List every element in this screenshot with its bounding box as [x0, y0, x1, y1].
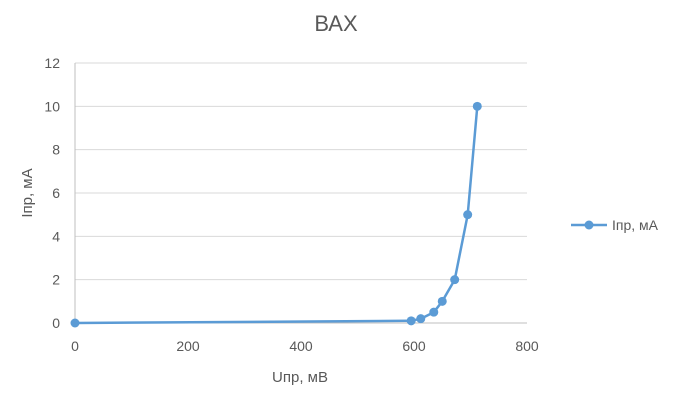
- series-group: [70, 101, 482, 328]
- y-tick-label: 6: [52, 185, 60, 201]
- data-point[interactable]: [450, 275, 460, 285]
- legend[interactable]: Iпр, мА: [571, 217, 659, 233]
- y-tick-labels: 0 2 4 6 8 10 12: [44, 55, 60, 331]
- y-tick-label: 2: [52, 272, 60, 288]
- x-tick-label: 0: [71, 338, 79, 354]
- data-point[interactable]: [463, 210, 473, 220]
- data-point[interactable]: [416, 314, 426, 324]
- data-point[interactable]: [70, 318, 80, 328]
- x-axis-title: Uпр, мВ: [272, 369, 328, 386]
- x-tick-label: 800: [515, 338, 539, 354]
- x-tick-label: 600: [402, 338, 426, 354]
- x-tick-label: 400: [289, 338, 313, 354]
- data-point[interactable]: [429, 307, 439, 317]
- gridlines: [75, 62, 527, 281]
- y-tick-label: 12: [44, 55, 60, 71]
- y-tick-label: 10: [44, 98, 60, 114]
- x-tick-label: 200: [176, 338, 200, 354]
- data-point[interactable]: [406, 316, 416, 326]
- y-axis-title: Iпр, мА: [19, 168, 36, 217]
- data-point[interactable]: [472, 101, 482, 111]
- legend-label: Iпр, мА: [612, 217, 659, 233]
- legend-dot-marker: [584, 220, 594, 230]
- x-tick-labels: 0 200 400 600 800: [71, 338, 539, 354]
- series-line: [74, 106, 479, 325]
- y-tick-label: 8: [52, 142, 60, 158]
- chart-title: ВАХ: [314, 11, 358, 36]
- y-tick-label: 0: [52, 315, 60, 331]
- y-tick-label: 4: [52, 228, 60, 244]
- data-point[interactable]: [437, 296, 447, 306]
